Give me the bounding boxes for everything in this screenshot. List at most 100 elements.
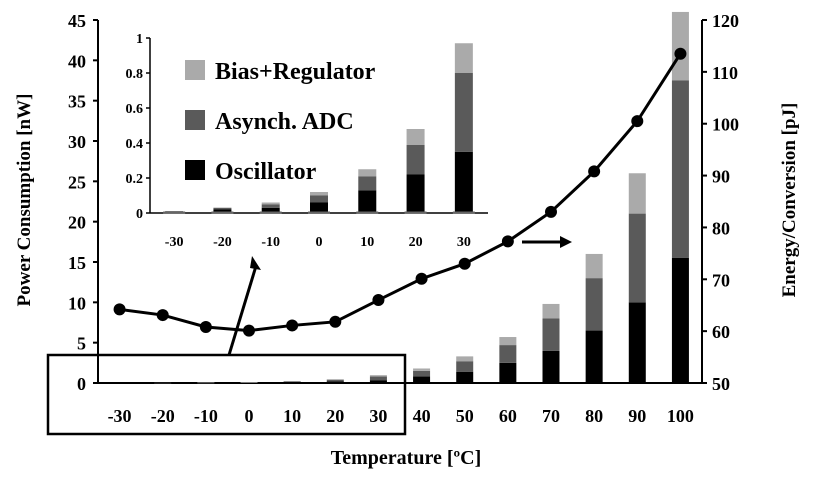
left-tick-label: 30 [68, 132, 86, 152]
x-tick-label: 70 [542, 406, 560, 426]
inset-x-tick-label: -30 [165, 235, 184, 250]
bar-oscillator [628, 302, 646, 383]
bar-bias-regulator [283, 380, 301, 382]
bar-bias-regulator [542, 303, 560, 319]
inset-bar-asynch-adc [406, 144, 425, 175]
inset-x-tick-label: -10 [261, 235, 280, 250]
left-tick-label: 15 [68, 253, 86, 273]
zoom-arrow-head [250, 256, 261, 270]
inset-x-tick-label: 30 [457, 235, 471, 250]
y-axis-title-left: Power Consumption [nW] [14, 94, 35, 307]
inset-bar-bias-regulator [310, 192, 328, 196]
inset-bar-oscillator [454, 151, 473, 213]
right-tick-label: 50 [712, 374, 730, 394]
energy-point [631, 115, 644, 128]
bar-oscillator [499, 362, 517, 383]
energy-point [243, 324, 255, 337]
bar-oscillator [369, 380, 387, 383]
right-tick-label: 110 [712, 63, 738, 83]
inset-y-tick-label: 1 [136, 32, 143, 47]
bar-bias-regulator [413, 368, 431, 371]
inset-bar-asynch-adc [358, 176, 377, 191]
inset-y-tick-label: 0.8 [126, 67, 144, 82]
bar-bias-regulator [197, 382, 215, 384]
energy-point [415, 272, 428, 285]
bar-bias-regulator [671, 11, 689, 81]
left-tick-label: 5 [77, 334, 86, 354]
inset-bar-oscillator [261, 207, 280, 213]
bar-oscillator [240, 382, 258, 384]
x-tick-label: 10 [283, 406, 301, 426]
inset-y-tick-label: 0 [136, 207, 143, 222]
right-tick-label: 90 [712, 167, 730, 187]
energy-point [588, 165, 601, 178]
inset-y-tick-label: 0.2 [126, 172, 144, 187]
bar-bias-regulator [326, 379, 344, 380]
bar-asynch-adc [585, 278, 603, 331]
bar-oscillator [413, 376, 431, 383]
right-tick-label: 80 [712, 218, 730, 238]
y-axis-title-right: Energy/Conversion [pJ] [779, 103, 800, 298]
inset-x-tick-label: 10 [360, 235, 374, 250]
bar-oscillator [671, 257, 689, 383]
bar-oscillator [456, 371, 474, 383]
inset-bar-oscillator [213, 209, 232, 213]
energy-point [545, 205, 557, 218]
bar-bias-regulator [456, 356, 474, 362]
bar-asynch-adc [283, 381, 301, 382]
inset-bar-bias-regulator [358, 169, 377, 177]
bar-asynch-adc [671, 80, 689, 258]
energy-point [329, 315, 342, 328]
left-tick-label: 25 [68, 172, 86, 192]
right-tick-label: 60 [712, 322, 730, 342]
inset-x-tick-label: 20 [409, 235, 423, 250]
x-tick-label: 50 [456, 406, 474, 426]
axis-arrow-head [560, 236, 572, 248]
x-tick-label: 30 [369, 406, 387, 426]
inset-plot-area: 0 0.2 0.4 0.6 0.8 1 -30 -20 -10 0 10 20 30 Bias+Regul… [108, 26, 498, 266]
left-tick-label: 35 [68, 92, 86, 112]
x-tick-label: -20 [151, 406, 175, 426]
x-tick-label: 20 [326, 406, 344, 426]
inset-y-tick-label: 0.4 [126, 137, 144, 152]
bar-asynch-adc [413, 370, 431, 377]
x-axis-title: Temperature [ºC] [331, 447, 481, 469]
x-tick-label: 0 [245, 406, 254, 426]
inset-bar-oscillator [358, 190, 377, 213]
x-tick-label: 100 [667, 406, 694, 426]
legend-label: Bias+Regulator [215, 59, 376, 85]
inset-bar-asynch-adc [213, 207, 232, 210]
x-tick-label: 60 [499, 406, 517, 426]
energy-point [674, 47, 687, 60]
bar-asynch-adc [542, 318, 560, 351]
left-tick-label: 0 [77, 374, 86, 394]
bar-asynch-adc [369, 376, 387, 381]
inset-bar-oscillator [310, 202, 328, 213]
x-tick-label: 40 [413, 406, 431, 426]
energy-point [156, 309, 169, 322]
legend-label: Asynch. ADC [215, 109, 354, 135]
energy-point [199, 320, 212, 333]
left-tick-label: 40 [68, 51, 86, 71]
bar-oscillator [111, 382, 129, 384]
bar-bias-regulator [240, 382, 258, 383]
left-tick-label: 10 [68, 293, 86, 313]
energy-point [458, 257, 471, 270]
energy-point [113, 303, 126, 316]
inset-bar-bias-regulator [454, 43, 473, 73]
bar-asynch-adc [456, 361, 474, 372]
inset-x-tick-label: -20 [213, 235, 232, 250]
x-tick-label: 80 [585, 406, 603, 426]
annotations [46, 236, 572, 436]
legend-label: Oscillator [215, 159, 317, 185]
legend-swatch [185, 60, 205, 80]
energy-point [286, 319, 299, 332]
energy-line [119, 52, 682, 333]
bar-asynch-adc [326, 379, 344, 382]
left-tick-label: 20 [68, 213, 86, 233]
bar-bias-regulator [369, 375, 387, 377]
bar-bias-regulator [585, 253, 603, 279]
legend-swatch [185, 110, 205, 130]
zoom-arrow-line [227, 265, 258, 356]
